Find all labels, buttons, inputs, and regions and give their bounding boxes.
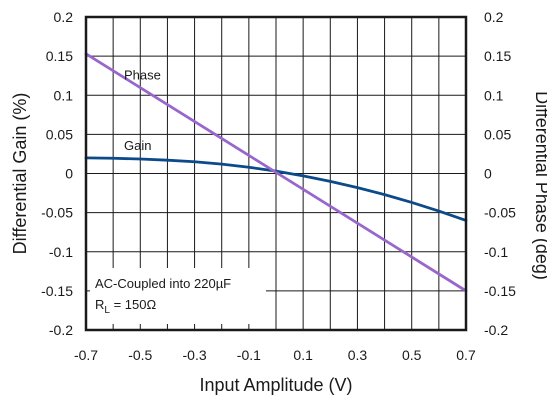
load-value: = 150Ω xyxy=(110,297,157,312)
y-right-tick-label: 0.2 xyxy=(484,9,504,25)
tick-labels: -0.7 -0.5 -0.3 -0.1 0.1 0.3 0.5 0.7 0.2 0.15 0.1 0.… xyxy=(41,9,516,363)
y-right-tick-label: 0 xyxy=(484,166,492,182)
load-symbol: R xyxy=(95,297,104,312)
y-right-tick-label: -0.2 xyxy=(484,322,508,338)
test-condition-load: RL = 150Ω xyxy=(95,297,156,316)
y-right-tick-label: 0.1 xyxy=(484,87,504,103)
series-layer xyxy=(84,52,468,293)
y-right-tick-label: 0.15 xyxy=(484,48,511,64)
y-left-tick-label: 0 xyxy=(65,166,73,182)
y-left-tick-label: 0.2 xyxy=(54,9,74,25)
y-right-tick-label: -0.05 xyxy=(484,205,516,221)
series-label-gain: Gain xyxy=(124,138,151,153)
test-conditions-background xyxy=(90,268,266,324)
load-subscript: L xyxy=(104,305,110,316)
test-conditions: AC-Coupled into 220µF RL = 150Ω xyxy=(90,268,266,324)
x-tick-label: 0.3 xyxy=(348,347,368,363)
test-condition-coupling: AC-Coupled into 220µF xyxy=(95,276,231,291)
y-right-tick-label: 0.05 xyxy=(484,126,511,142)
x-tick-label: -0.7 xyxy=(74,347,98,363)
x-tick-label: -0.5 xyxy=(128,347,152,363)
y-axis-right-title: Differential Phase (deg) xyxy=(532,91,547,280)
y-left-tick-label: -0.2 xyxy=(49,322,73,338)
annotations: Phase Gain xyxy=(124,68,161,153)
y-axis-left-title: Differential Gain (%) xyxy=(10,93,30,255)
plot-frame xyxy=(84,15,468,332)
y-right-tick-label: -0.15 xyxy=(484,283,516,299)
y-left-tick-label: -0.1 xyxy=(49,244,73,260)
y-left-tick-label: 0.05 xyxy=(46,126,73,142)
x-tick-label: 0.7 xyxy=(456,347,476,363)
x-tick-label: -0.1 xyxy=(237,347,261,363)
series-label-phase: Phase xyxy=(124,68,161,83)
y-left-tick-label: -0.15 xyxy=(41,283,73,299)
y-left-tick-label: 0.15 xyxy=(46,48,73,64)
x-tick-label: 0.1 xyxy=(293,347,313,363)
x-tick-label: -0.3 xyxy=(183,347,207,363)
series-phase-line xyxy=(84,52,468,293)
y-left-tick-label: 0.1 xyxy=(54,87,74,103)
y-right-tick-label: -0.1 xyxy=(484,244,508,260)
x-tick-label: 0.5 xyxy=(402,347,422,363)
x-axis-title: Input Amplitude (V) xyxy=(199,375,352,395)
y-left-tick-label: -0.05 xyxy=(41,205,73,221)
